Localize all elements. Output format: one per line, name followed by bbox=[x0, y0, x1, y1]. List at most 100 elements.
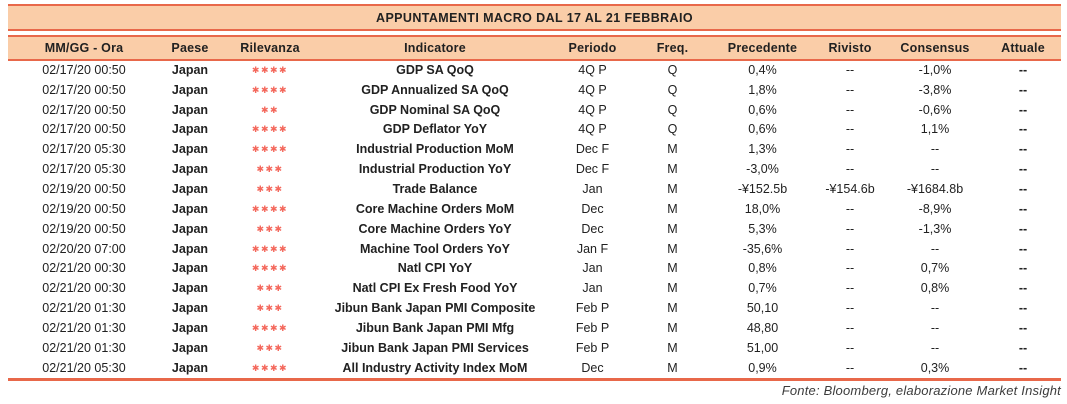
cell-country: Japan bbox=[171, 181, 209, 196]
cell-indicator: Natl CPI YoY bbox=[397, 261, 473, 276]
cell-indicator: GDP Annualized SA QoQ bbox=[361, 82, 509, 97]
column-header-rilevanza: Rilevanza bbox=[220, 35, 320, 61]
cell-relevance: ✱✱✱ bbox=[220, 219, 320, 239]
cell-country: Japan bbox=[171, 201, 209, 216]
cell-revised: -- bbox=[845, 261, 855, 276]
table-row: 02/17/20 00:50 Japan ✱✱✱✱ GDP Annualized SA… bbox=[8, 80, 1061, 100]
cell-previous: 51,00 bbox=[746, 340, 779, 355]
cell-revised: -- bbox=[845, 281, 855, 296]
cell-relevance: ✱✱✱✱ bbox=[220, 120, 320, 140]
cell-indicator: Core Machine Orders MoM bbox=[355, 201, 515, 216]
cell-freq: M bbox=[667, 340, 678, 355]
cell-consensus: -1,0% bbox=[918, 63, 952, 78]
cell-consensus: -- bbox=[930, 241, 940, 256]
cell-relevance: ✱✱✱✱ bbox=[220, 358, 320, 378]
cell-indicator: Natl CPI Ex Fresh Food YoY bbox=[352, 281, 518, 296]
table-row: 02/21/20 00:30 Japan ✱✱✱✱ Natl CPI YoY Jan M 0… bbox=[8, 258, 1061, 278]
relevance-stars-icon: ✱✱✱ bbox=[256, 164, 284, 175]
cell-indicator: GDP Deflator YoY bbox=[382, 122, 488, 137]
relevance-stars-icon: ✱✱ bbox=[260, 104, 280, 115]
cell-period: Feb P bbox=[575, 301, 610, 316]
cell-consensus: -3,8% bbox=[918, 82, 952, 97]
cell-consensus: -- bbox=[930, 320, 940, 335]
cell-relevance: ✱✱✱✱ bbox=[220, 258, 320, 278]
cell-period: Dec F bbox=[575, 142, 610, 157]
cell-freq: M bbox=[667, 360, 678, 375]
table-title: APPUNTAMENTI MACRO DAL 17 AL 21 FEBBRAIO bbox=[8, 4, 1061, 31]
cell-previous: 50,10 bbox=[746, 301, 779, 316]
cell-freq: M bbox=[667, 181, 678, 196]
cell-previous: 0,8% bbox=[748, 261, 777, 276]
cell-consensus: 1,1% bbox=[920, 122, 950, 137]
cell-country: Japan bbox=[171, 340, 209, 355]
relevance-stars-icon: ✱✱✱✱ bbox=[251, 322, 289, 333]
title-header-divider-gap bbox=[8, 31, 1061, 35]
cell-date: 02/17/20 05:30 bbox=[42, 142, 126, 157]
table-row: 02/19/20 00:50 Japan ✱✱✱✱ Core Machine Orde… bbox=[8, 199, 1061, 219]
cell-country: Japan bbox=[171, 360, 209, 375]
cell-indicator: Jibun Bank Japan PMI Mfg bbox=[355, 320, 515, 335]
relevance-stars-icon: ✱✱✱✱ bbox=[251, 243, 289, 254]
cell-indicator: Jibun Bank Japan PMI Services bbox=[341, 340, 529, 355]
cell-revised: -¥154.6b bbox=[825, 181, 875, 196]
cell-period: 4Q P bbox=[578, 122, 607, 137]
cell-consensus: -- bbox=[930, 301, 940, 316]
table-row: 02/21/20 01:30 Japan ✱✱✱ Jibun Bank Japan P… bbox=[8, 298, 1061, 318]
cell-relevance: ✱✱✱ bbox=[220, 298, 320, 318]
cell-consensus: -¥1684.8b bbox=[906, 181, 964, 196]
cell-revised: -- bbox=[845, 221, 855, 236]
column-header-freq: Freq. bbox=[635, 35, 710, 61]
cell-country: Japan bbox=[171, 63, 209, 78]
column-header-precedente: Precedente bbox=[710, 35, 815, 61]
column-header-paese: Paese bbox=[160, 35, 220, 61]
cell-period: Dec F bbox=[575, 162, 610, 177]
cell-indicator: GDP Nominal SA QoQ bbox=[369, 102, 501, 117]
cell-actual: -- bbox=[1018, 360, 1028, 375]
table-row: 02/19/20 00:50 Japan ✱✱✱ Trade Balance Jan M -… bbox=[8, 179, 1061, 199]
cell-period: Feb P bbox=[575, 320, 610, 335]
cell-relevance: ✱✱✱ bbox=[220, 159, 320, 179]
cell-consensus: 0,3% bbox=[920, 360, 950, 375]
cell-date: 02/21/20 00:30 bbox=[42, 281, 126, 296]
cell-relevance: ✱✱✱ bbox=[220, 179, 320, 199]
relevance-stars-icon: ✱✱✱✱ bbox=[251, 124, 289, 135]
cell-consensus: -- bbox=[930, 162, 940, 177]
cell-indicator: Jibun Bank Japan PMI Composite bbox=[334, 301, 536, 316]
table-row: 02/21/20 01:30 Japan ✱✱✱ Jibun Bank Japan P… bbox=[8, 338, 1061, 358]
relevance-stars-icon: ✱✱✱✱ bbox=[251, 362, 289, 373]
cell-consensus: -8,9% bbox=[918, 201, 952, 216]
cell-actual: -- bbox=[1018, 340, 1028, 355]
table-row: 02/17/20 05:30 Japan ✱✱✱✱ Industrial Produc… bbox=[8, 139, 1061, 159]
cell-relevance: ✱✱✱✱ bbox=[220, 139, 320, 159]
column-header-mm-gg-ora: MM/GG - Ora bbox=[8, 35, 160, 61]
relevance-stars-icon: ✱✱✱ bbox=[256, 303, 284, 314]
cell-actual: -- bbox=[1018, 241, 1028, 256]
cell-actual: -- bbox=[1018, 301, 1028, 316]
cell-relevance: ✱✱✱✱ bbox=[220, 199, 320, 219]
relevance-stars-icon: ✱✱✱✱ bbox=[251, 263, 289, 274]
cell-freq: Q bbox=[667, 102, 678, 117]
cell-relevance: ✱✱✱✱ bbox=[220, 318, 320, 338]
cell-actual: -- bbox=[1018, 162, 1028, 177]
cell-indicator: All Industry Activity Index MoM bbox=[342, 360, 528, 375]
cell-actual: -- bbox=[1018, 82, 1028, 97]
cell-freq: Q bbox=[667, 122, 678, 137]
cell-country: Japan bbox=[171, 122, 209, 137]
cell-period: Dec bbox=[581, 221, 604, 236]
cell-period: 4Q P bbox=[578, 82, 607, 97]
cell-period: Jan bbox=[582, 181, 603, 196]
cell-freq: Q bbox=[667, 82, 678, 97]
cell-date: 02/19/20 00:50 bbox=[42, 181, 126, 196]
cell-revised: -- bbox=[845, 360, 855, 375]
source-note: Fonte: Bloomberg, elaborazione Market In… bbox=[781, 383, 1061, 398]
cell-date: 02/17/20 00:50 bbox=[42, 82, 126, 97]
cell-period: Feb P bbox=[575, 340, 610, 355]
relevance-stars-icon: ✱✱✱ bbox=[256, 342, 284, 353]
cell-actual: -- bbox=[1018, 201, 1028, 216]
cell-relevance: ✱✱✱✱ bbox=[220, 80, 320, 100]
cell-revised: -- bbox=[845, 241, 855, 256]
relevance-stars-icon: ✱✱✱ bbox=[256, 223, 284, 234]
cell-consensus: -- bbox=[930, 340, 940, 355]
cell-consensus: 0,7% bbox=[920, 261, 950, 276]
table-row: 02/17/20 00:50 Japan ✱✱ GDP Nominal SA QoQ 4… bbox=[8, 100, 1061, 120]
